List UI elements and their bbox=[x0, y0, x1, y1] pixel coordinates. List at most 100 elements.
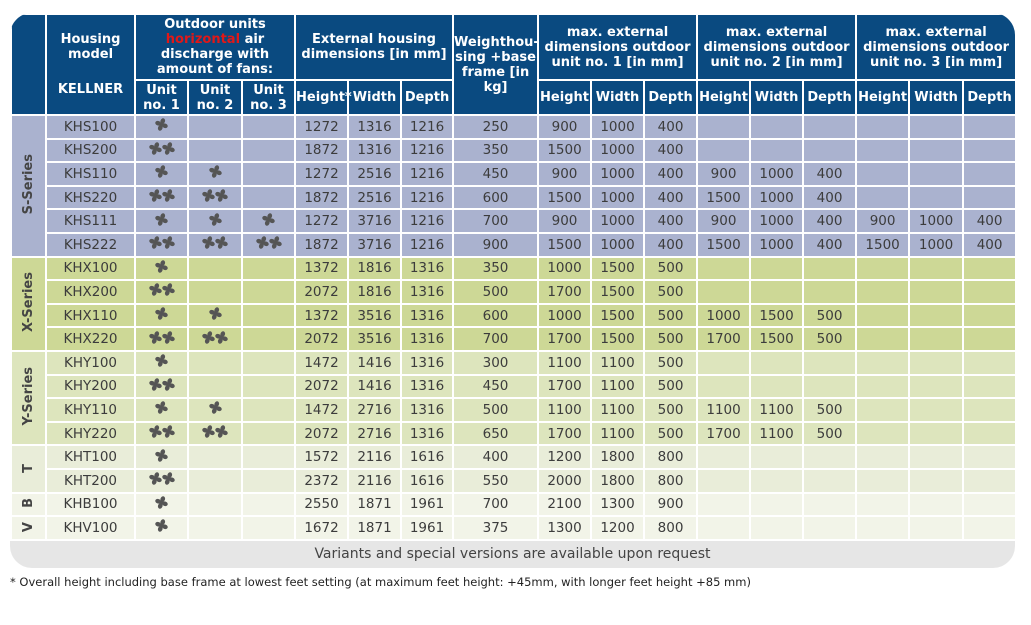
fan-cell bbox=[134, 326, 189, 352]
u3-cell bbox=[908, 114, 965, 140]
dim-col-header: Width bbox=[749, 79, 805, 116]
u1-cell: 400 bbox=[643, 137, 699, 164]
housing-cell: 1372 bbox=[294, 255, 349, 282]
u1-cell: 1100 bbox=[590, 349, 646, 376]
housing-cell: 3516 bbox=[347, 326, 402, 352]
u1-cell: 1100 bbox=[537, 397, 593, 423]
fan-cell bbox=[187, 114, 243, 140]
housing-cell: 1416 bbox=[347, 349, 402, 376]
u3-cell bbox=[962, 515, 1015, 541]
outdoor-header: Outdoor units horizontal air discharge wi… bbox=[134, 13, 296, 81]
u2-cell: 900 bbox=[696, 208, 752, 234]
table-row: KHY220 2072 2716 1316 650 1700 1100 500 1700 1100… bbox=[11, 420, 1015, 447]
fan-cell bbox=[187, 161, 243, 187]
table-row: KHY200 2072 1416 1316 450 1700 1100 500 bbox=[11, 373, 1015, 400]
u2-cell: 1500 bbox=[696, 231, 752, 258]
horizontal-label: horizontal bbox=[165, 32, 241, 47]
fan-cell bbox=[241, 349, 296, 376]
u2-cell: 1100 bbox=[749, 420, 805, 447]
u1-cell: 900 bbox=[537, 114, 593, 140]
fan-cell bbox=[187, 137, 243, 164]
dim-col-header: Depth bbox=[802, 79, 858, 116]
u3-cell bbox=[908, 255, 965, 282]
table-row: T KHT100 1572 2116 1616 400 1200 1800 800 bbox=[10, 444, 1015, 494]
model-cell: KHY100 bbox=[45, 349, 136, 376]
u1-cell: 800 bbox=[643, 467, 699, 494]
housing-cell: 1816 bbox=[347, 255, 402, 282]
u2-cell: 1500 bbox=[749, 302, 805, 329]
u2-cell bbox=[696, 279, 752, 305]
series-label: V bbox=[21, 521, 36, 532]
u2-cell bbox=[696, 444, 752, 470]
fan-icon bbox=[161, 378, 175, 395]
fan-cell bbox=[187, 515, 243, 541]
weight-cell: 700 bbox=[452, 208, 540, 234]
table-row: KHX220 2072 3516 1316 700 1700 1500 500 1700 1500… bbox=[11, 326, 1015, 352]
housing-cell: 3716 bbox=[347, 208, 402, 234]
model-cell: KHS110 bbox=[45, 161, 136, 187]
u1-cell: 500 bbox=[643, 326, 699, 352]
u1-cell: 1000 bbox=[590, 208, 646, 234]
u2-cell: 1500 bbox=[749, 326, 805, 352]
fan-cell bbox=[187, 184, 243, 211]
u3-cell bbox=[962, 137, 1015, 164]
unit-col-header: Unit no. 3 bbox=[241, 79, 296, 116]
u3-cell bbox=[908, 491, 965, 518]
fan-cell bbox=[187, 491, 243, 518]
outdoor-label-2: air discharge with amount of fans: bbox=[156, 32, 274, 77]
fan-cell bbox=[134, 208, 189, 234]
fan-cell bbox=[134, 373, 189, 400]
corner-cell bbox=[10, 13, 47, 116]
fan-cell bbox=[187, 373, 243, 400]
u2-cell bbox=[802, 279, 858, 305]
fan-icon bbox=[161, 425, 175, 442]
u3-cell bbox=[855, 255, 911, 282]
fan-icon bbox=[155, 165, 168, 182]
fan-cell bbox=[241, 491, 296, 518]
housing-cell: 1871 bbox=[347, 515, 402, 541]
dim-col-header: Height* bbox=[294, 79, 352, 116]
u3-cell bbox=[962, 444, 1015, 470]
housing-cell: 2716 bbox=[347, 397, 402, 423]
u3-cell bbox=[962, 467, 1015, 494]
u3-cell bbox=[855, 349, 911, 376]
model-cell: KHY110 bbox=[45, 397, 136, 423]
fan-icon bbox=[202, 425, 215, 442]
u3-cell: 900 bbox=[855, 208, 911, 234]
u3-cell bbox=[908, 137, 965, 164]
housing-cell: 2072 bbox=[294, 326, 349, 352]
fan-icon bbox=[155, 448, 168, 466]
table-row: S-Series KHS100 1272 1316 1216 250 900 1000 400 bbox=[10, 114, 1015, 258]
dim-col-header: Depth bbox=[399, 79, 455, 116]
u3-cell bbox=[962, 491, 1015, 518]
housing-cell: 2116 bbox=[347, 444, 402, 470]
u3-cell: 400 bbox=[962, 231, 1015, 258]
u2-cell: 500 bbox=[802, 420, 858, 447]
u3-cell bbox=[908, 515, 965, 541]
fan-cell bbox=[187, 444, 243, 470]
fan-icon bbox=[155, 118, 168, 135]
u1-cell: 1300 bbox=[590, 491, 646, 518]
u3-cell bbox=[962, 279, 1015, 305]
u2-cell bbox=[802, 137, 858, 164]
u1-cell: 1500 bbox=[590, 255, 646, 282]
u1-cell: 1200 bbox=[537, 444, 593, 470]
u2-cell bbox=[696, 467, 752, 494]
housing-cell: 1572 bbox=[294, 444, 349, 470]
u3-cell bbox=[855, 279, 911, 305]
table-row: KHS222 1872 3716 1216 900 1500 1000 400 1500 1000… bbox=[11, 231, 1015, 258]
u2-cell: 400 bbox=[802, 208, 858, 234]
u2-cell bbox=[802, 114, 858, 140]
u2-cell: 400 bbox=[802, 184, 858, 211]
u1-cell: 1700 bbox=[537, 279, 593, 305]
u2-cell bbox=[696, 491, 752, 518]
u2-cell bbox=[802, 255, 858, 282]
housing-cell: 1872 bbox=[294, 184, 349, 211]
u3-cell bbox=[908, 373, 965, 400]
fan-cell bbox=[134, 161, 189, 187]
fan-icon bbox=[262, 212, 275, 230]
series-cell: Y-Series bbox=[10, 349, 47, 447]
u1-cell: 500 bbox=[643, 255, 699, 282]
fan-cell bbox=[187, 397, 243, 423]
housing-cell: 1316 bbox=[399, 349, 455, 376]
